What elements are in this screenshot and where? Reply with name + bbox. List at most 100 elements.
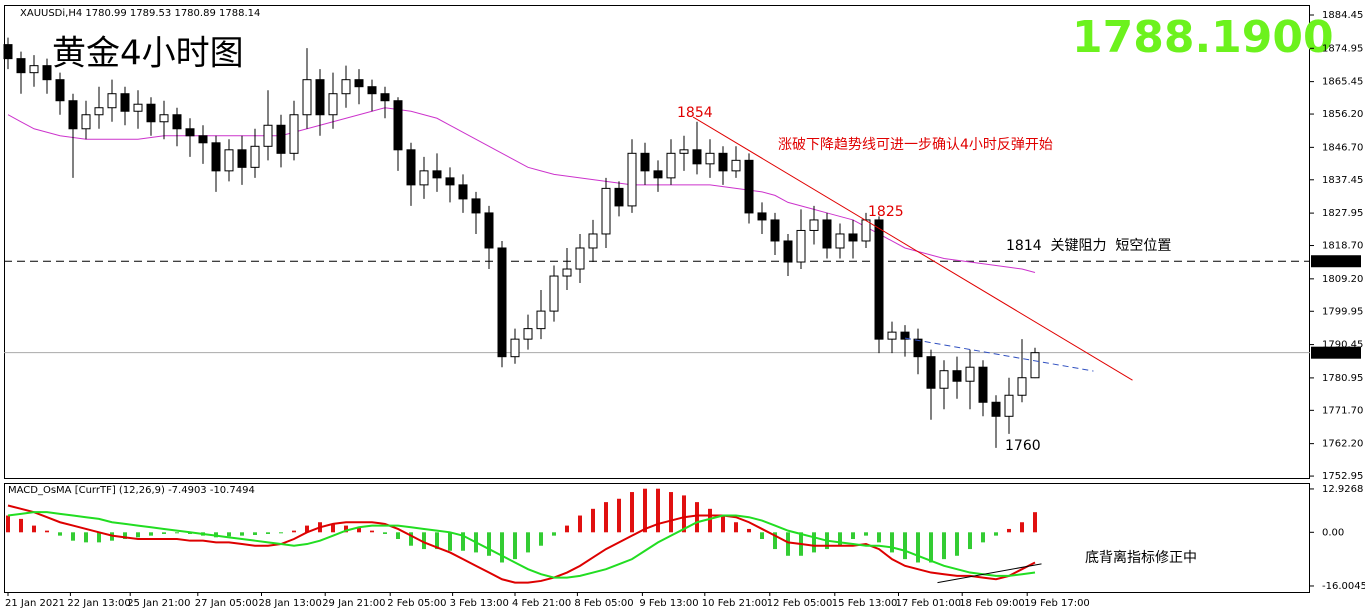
candle-body	[406, 149, 416, 186]
price-box-label: 1788.14	[1315, 348, 1356, 359]
candle-body	[120, 93, 130, 112]
histogram-bar	[851, 532, 855, 540]
y-tick-label: 1874.95	[1322, 43, 1363, 54]
histogram-bar	[448, 532, 452, 551]
macd-panel	[4, 483, 1310, 593]
y-tick-label: 1752.95	[1322, 471, 1363, 482]
chart-title: 黄金4小时图	[52, 34, 244, 74]
candle-body	[159, 114, 169, 123]
histogram-bar	[370, 530, 374, 533]
histogram-bar	[617, 498, 621, 533]
candle-body	[146, 103, 156, 123]
histogram-bar	[812, 532, 816, 553]
y-tick-label: 1865.45	[1322, 77, 1363, 88]
candle-body	[471, 198, 481, 214]
candle-body	[55, 79, 65, 102]
histogram-bar	[721, 515, 725, 533]
x-tick-label: 28 Jan 13:00	[259, 598, 322, 609]
histogram-bar	[539, 532, 543, 546]
y-tick-label: 1790.45	[1322, 340, 1363, 351]
macd-header: MACD_OsMA [CurrTF] (12,26,9) -7.4903 -10…	[8, 485, 255, 496]
histogram-bar	[344, 525, 348, 533]
candle-body	[289, 114, 299, 154]
candle-body	[3, 44, 13, 60]
y-tick-label: 1856.20	[1322, 109, 1363, 120]
trend-line	[937, 563, 1042, 584]
histogram-bar	[747, 528, 751, 533]
y-tick-label: 12.9268	[1322, 484, 1363, 495]
histogram-bar	[292, 530, 296, 533]
histogram-bar	[786, 532, 790, 556]
y-tick-label: 1846.70	[1322, 142, 1363, 153]
x-tick-label: 22 Jan 13:00	[67, 598, 130, 609]
y-tick-label: 0.00	[1322, 527, 1344, 538]
main-panel	[4, 5, 1310, 479]
candle-body	[523, 328, 533, 340]
candle-body	[458, 184, 468, 200]
x-tick-label: 4 Feb 21:00	[512, 598, 571, 609]
annotation: 1854	[677, 105, 713, 121]
histogram-bar	[305, 525, 309, 533]
candle-body	[874, 219, 884, 340]
trend-line	[904, 337, 1094, 372]
candle-body	[575, 247, 585, 270]
candle-body	[848, 233, 858, 242]
header: XAUUSDi,H4 1780.99 1789.53 1780.89 1788.…	[20, 8, 260, 19]
candle-body	[913, 338, 923, 358]
histogram-bar	[513, 532, 517, 560]
histogram-bar	[279, 532, 283, 534]
histogram-bar	[422, 532, 426, 550]
histogram-bar	[903, 532, 907, 560]
candle-body	[809, 219, 819, 231]
candle-body	[601, 187, 611, 235]
macd-line	[7, 504, 1036, 584]
candle-body	[107, 93, 117, 109]
histogram-bar	[6, 515, 10, 533]
candle-body	[354, 79, 364, 88]
candle-body	[627, 152, 637, 207]
candle-body	[549, 275, 559, 312]
y-tick-label: 1884.45	[1322, 10, 1363, 21]
candle-body	[172, 114, 182, 130]
histogram-bar	[890, 532, 894, 553]
candle-body	[679, 149, 689, 154]
x-tick-label: 25 Jan 21:00	[127, 598, 190, 609]
histogram-bar	[32, 525, 36, 533]
y-tick-label: 1799.95	[1322, 306, 1363, 317]
histogram-bar	[1007, 528, 1011, 533]
histogram-bar	[955, 532, 959, 556]
histogram-bar	[630, 492, 634, 533]
histogram-bar	[396, 532, 400, 540]
candle-body	[510, 338, 520, 358]
x-tick-label: 12 Feb 05:00	[767, 598, 833, 609]
candle-body	[185, 128, 195, 137]
y-tick-label: 1818.70	[1322, 241, 1363, 252]
histogram-bar	[149, 532, 153, 536]
x-tick-label: 9 Feb 13:00	[639, 598, 698, 609]
candle-body	[770, 219, 780, 242]
histogram-bar	[877, 532, 881, 543]
candle-body	[653, 170, 663, 179]
candle-body	[315, 79, 325, 116]
candle-body	[445, 177, 455, 186]
candle-body	[536, 310, 546, 330]
y-tick-label: 1809.20	[1322, 274, 1363, 285]
x-tick-label: 8 Feb 05:00	[574, 598, 633, 609]
annotation: 1760	[1005, 438, 1041, 454]
histogram-bar	[968, 532, 972, 550]
histogram-bar	[19, 518, 23, 533]
candle-body	[42, 65, 52, 81]
histogram-bar	[500, 532, 504, 563]
y-tick-label: -16.0045	[1322, 581, 1365, 592]
histogram-bar	[227, 532, 231, 537]
candle-body	[224, 149, 234, 172]
histogram-bar	[487, 532, 491, 556]
candle-body	[380, 93, 390, 102]
price-box	[1311, 255, 1361, 268]
candle-body	[367, 86, 377, 95]
candle-body	[978, 366, 988, 403]
candle-body	[432, 170, 442, 179]
candle-body	[16, 58, 26, 74]
candle-body	[614, 187, 624, 207]
